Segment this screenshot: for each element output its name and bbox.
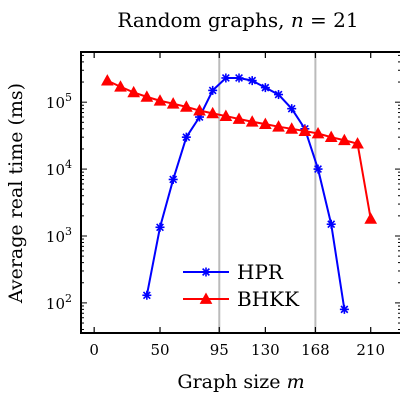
data-point-hpr	[287, 104, 297, 114]
title-variable: n	[291, 8, 304, 32]
y-tick-base: 10	[46, 94, 65, 112]
data-point-hpr	[168, 174, 178, 184]
data-point-bhkk	[100, 74, 114, 86]
data-point-bhkk	[219, 109, 233, 121]
marker-stroke	[287, 104, 296, 113]
legend-entry-hpr: HPR	[183, 260, 284, 284]
data-point-hpr	[274, 90, 284, 100]
y-tick-label: 104	[46, 158, 72, 179]
legend-label-hpr: HPR	[237, 260, 284, 284]
data-point-bhkk	[298, 124, 312, 136]
data-point-hpr	[221, 73, 231, 83]
data-point-bhkk	[114, 80, 127, 92]
legend-marker-bhkk	[199, 292, 213, 304]
x-tick-label: 168	[301, 341, 330, 359]
data-point-bhkk	[193, 104, 206, 116]
y-tick-label: 105	[46, 91, 72, 112]
x-tick-label: 130	[251, 341, 280, 359]
marker-stroke	[274, 90, 283, 99]
data-point-bhkk	[153, 94, 167, 106]
data-point-hpr	[260, 83, 270, 93]
marker-stroke	[156, 223, 164, 232]
data-point-bhkk	[206, 106, 220, 119]
data-point-bhkk	[245, 115, 259, 127]
data-point-hpr	[339, 304, 349, 314]
legend-entry-bhkk: BHKK	[183, 287, 300, 311]
data-point-bhkk	[166, 97, 180, 109]
plot-frame	[80, 51, 400, 334]
marker-stroke	[182, 133, 191, 142]
marker-stroke	[208, 86, 217, 95]
legend-label-bhkk: BHKK	[237, 287, 300, 311]
x-tick-label: 0	[89, 341, 99, 359]
x-tick-label: 95	[210, 341, 229, 359]
data-point-bhkk	[338, 133, 351, 146]
y-tick-base: 10	[46, 161, 65, 179]
y-tick-label: 102	[46, 292, 72, 313]
marker-stroke	[248, 76, 257, 85]
x-tick-label: 50	[150, 341, 169, 359]
data-point-bhkk	[232, 112, 246, 124]
y-tick-base: 10	[46, 295, 65, 313]
marker-stroke	[314, 165, 322, 174]
y-tick-label: 103	[46, 225, 72, 246]
data-point-hpr	[247, 76, 257, 86]
data-point-hpr	[155, 222, 165, 232]
marker-stroke	[235, 74, 243, 82]
data-point-hpr	[326, 219, 336, 229]
chart-title-text: Random graphs, n = 21	[117, 8, 358, 32]
y-tick-exponent: 3	[65, 225, 72, 238]
data-point-bhkk	[180, 100, 193, 112]
marker-stroke	[142, 291, 151, 300]
data-point-hpr	[234, 73, 244, 83]
x-tick-label: 210	[356, 341, 385, 359]
xlabel-variable: m	[287, 371, 305, 393]
y-tick-exponent: 2	[65, 292, 72, 305]
y-tick-exponent: 5	[65, 91, 72, 104]
data-point-hpr	[181, 132, 191, 142]
reference-lines	[218, 52, 317, 333]
data-point-bhkk	[324, 130, 338, 143]
data-point-hpr	[313, 164, 323, 174]
y-tick-base: 10	[46, 228, 65, 246]
marker-stroke	[202, 268, 210, 276]
marker-stroke	[340, 305, 349, 314]
data-point-bhkk	[364, 212, 378, 224]
data-series	[100, 73, 378, 314]
data-point-bhkk	[272, 120, 285, 132]
series-bhkk	[100, 74, 378, 224]
data-point-hpr	[208, 85, 218, 95]
chart-title: Random graphs, n = 21	[117, 8, 358, 32]
data-point-hpr	[142, 290, 152, 300]
marker-stroke	[327, 220, 336, 229]
series-line-hpr	[145, 76, 346, 310]
marker-stroke	[221, 74, 230, 82]
y-tick-exponent: 4	[65, 158, 72, 171]
series-hpr	[142, 73, 349, 314]
marker-stroke	[261, 83, 270, 92]
x-axis-label: Graph size m	[177, 371, 304, 393]
data-point-bhkk	[311, 126, 325, 139]
legend-marker-hpr	[201, 267, 211, 277]
marker-stroke	[169, 175, 178, 184]
data-point-bhkk	[351, 137, 364, 149]
y-axis-label: Average real time (ms)	[5, 83, 27, 304]
data-point-bhkk	[285, 122, 299, 134]
data-point-bhkk	[140, 90, 154, 102]
data-point-bhkk	[259, 117, 272, 130]
legend: HPR BHKK	[183, 260, 300, 311]
x-axis-ticks: 0 50 95 130 168 210	[89, 52, 385, 359]
data-point-bhkk	[127, 85, 141, 98]
